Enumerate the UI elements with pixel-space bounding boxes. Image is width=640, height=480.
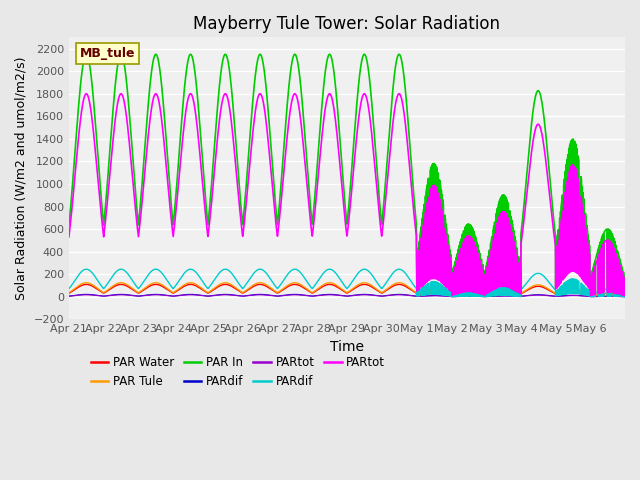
PARdif: [621, 294, 629, 300]
PARtot: [241, 293, 248, 299]
PAR In: [621, 292, 629, 298]
PARtot: [515, 260, 522, 266]
PAR Water: [381, 288, 388, 294]
PAR Water: [621, 293, 629, 299]
PARdif: [613, 288, 621, 294]
PAR Tule: [613, 291, 621, 297]
PAR Water: [241, 289, 248, 295]
PARtot: [121, 101, 129, 107]
PAR Tule: [241, 288, 248, 294]
PARdif: [515, 294, 522, 300]
PAR Tule: [381, 288, 388, 294]
PARtot: [546, 195, 554, 201]
PARtot: [83, 292, 90, 298]
PAR Water: [65, 290, 73, 296]
Line: PAR Tule: PAR Tule: [69, 283, 625, 296]
PARdif: [65, 286, 73, 291]
PAR Tule: [515, 292, 522, 298]
PAR Water: [121, 282, 129, 288]
Legend: PAR Water, PAR Tule, PAR In, PARdif, PARtot, PARdif, PARtot: PAR Water, PAR Tule, PAR In, PARdif, PAR…: [86, 351, 390, 393]
PARdif: [546, 281, 554, 287]
PARdif: [241, 283, 248, 289]
PARtot: [83, 91, 90, 96]
PARdif: [83, 266, 90, 272]
PARtot: [381, 293, 388, 299]
PARtot: [613, 294, 621, 300]
PAR In: [546, 177, 554, 182]
Line: PARdif: PARdif: [69, 269, 625, 297]
PARdif: [65, 293, 73, 299]
X-axis label: Time: Time: [330, 340, 364, 354]
Line: PARdif: PARdif: [69, 294, 625, 297]
PARtot: [121, 292, 129, 298]
PARdif: [83, 291, 90, 297]
PAR Tule: [65, 290, 73, 296]
PARtot: [381, 208, 388, 214]
Text: MB_tule: MB_tule: [80, 47, 136, 60]
PAR In: [381, 192, 388, 197]
PAR Water: [515, 292, 522, 298]
PARdif: [381, 293, 388, 299]
PAR Water: [613, 291, 621, 297]
PARtot: [65, 234, 73, 240]
PARdif: [613, 293, 621, 299]
PAR Tule: [621, 293, 629, 299]
PARdif: [515, 289, 522, 295]
Y-axis label: Solar Radiation (W/m2 and umol/m2/s): Solar Radiation (W/m2 and umol/m2/s): [15, 57, 28, 300]
PARtot: [515, 294, 522, 300]
Line: PARtot: PARtot: [69, 295, 625, 297]
PARdif: [381, 282, 388, 288]
PAR Tule: [546, 287, 554, 293]
PAR Tule: [83, 280, 90, 286]
Line: PAR In: PAR In: [69, 54, 625, 295]
PAR Tule: [121, 281, 129, 287]
PAR Water: [83, 282, 90, 288]
PAR Water: [546, 288, 554, 294]
Line: PARtot: PARtot: [69, 94, 625, 295]
PAR In: [83, 51, 90, 57]
PARdif: [121, 292, 129, 298]
PAR In: [613, 247, 621, 253]
PARtot: [621, 292, 629, 298]
PARdif: [241, 293, 248, 299]
PARtot: [546, 293, 554, 299]
PAR In: [121, 64, 129, 70]
PAR In: [515, 254, 522, 260]
Title: Mayberry Tule Tower: Solar Radiation: Mayberry Tule Tower: Solar Radiation: [193, 15, 500, 33]
PARtot: [621, 294, 629, 300]
PARdif: [121, 268, 129, 274]
PAR In: [241, 201, 248, 206]
PARdif: [621, 294, 629, 300]
PARtot: [65, 293, 73, 299]
PARdif: [546, 293, 554, 299]
PARtot: [613, 255, 621, 261]
PAR In: [65, 222, 73, 228]
Line: PAR Water: PAR Water: [69, 285, 625, 296]
PARtot: [241, 216, 248, 222]
